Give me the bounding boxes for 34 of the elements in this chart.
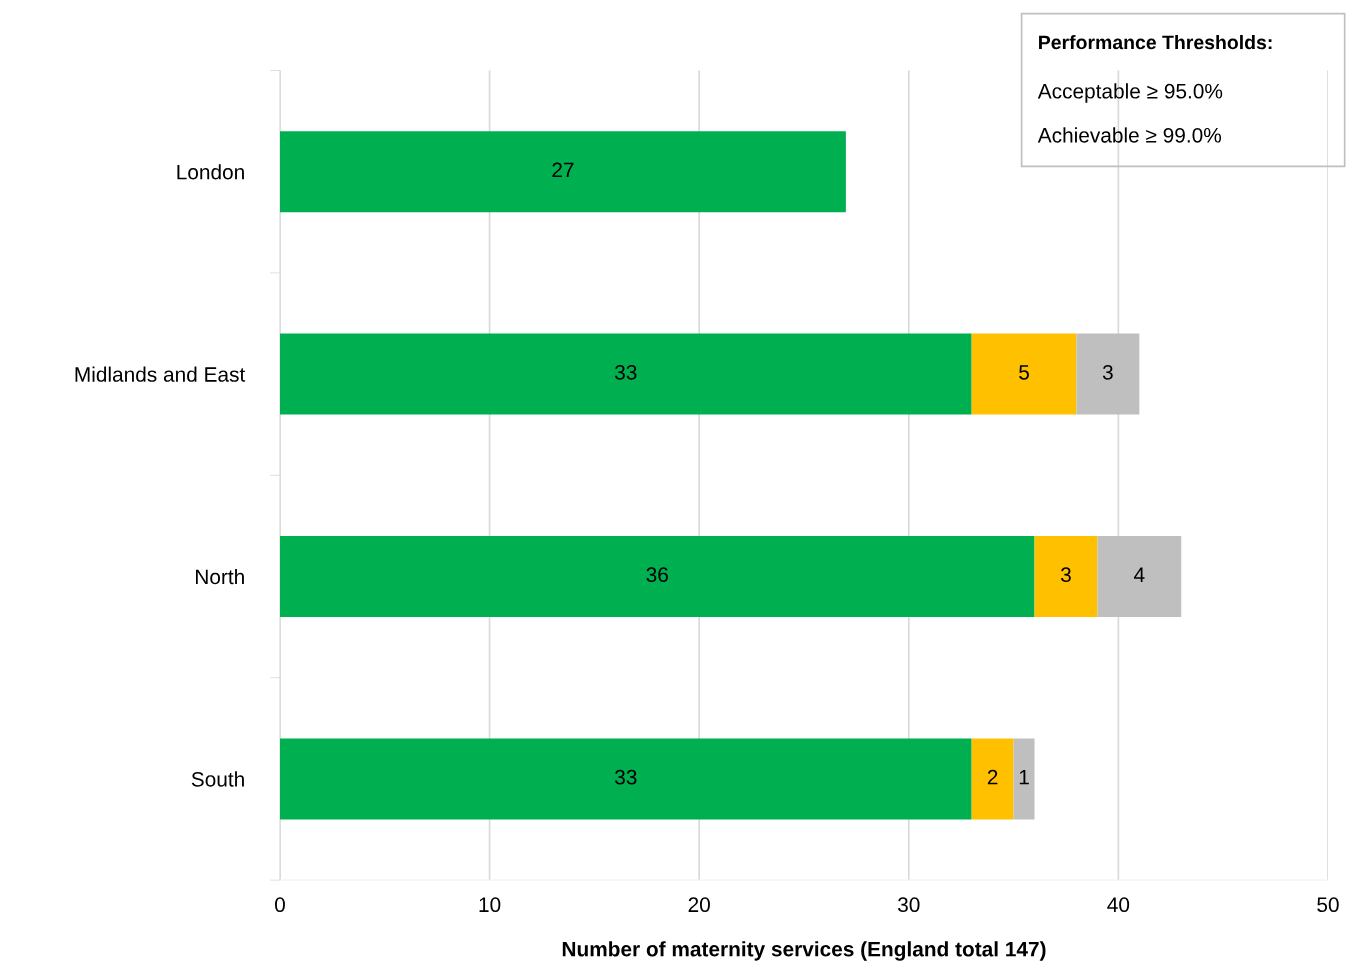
- bar: [971, 333, 1077, 415]
- data-label: 36: [646, 567, 668, 583]
- annotation: Acceptable ≥ 95.0%: [1037, 83, 1223, 103]
- x-tick-label: 0: [274, 897, 285, 913]
- data-label: 2: [987, 769, 998, 785]
- y-tick-label: North: [196, 568, 244, 585]
- bar: [1034, 536, 1098, 617]
- data-label: 4: [1134, 567, 1145, 582]
- data-label: 33: [615, 364, 637, 380]
- bar: [1076, 333, 1140, 415]
- bar: [279, 333, 972, 415]
- bar: [971, 738, 1014, 820]
- x-tick-label: 10: [479, 897, 501, 913]
- bar: [279, 131, 846, 213]
- bar: [279, 738, 972, 820]
- data-label: 5: [1019, 365, 1029, 380]
- y-tick-label: London: [177, 164, 244, 180]
- data-label: 27: [552, 162, 574, 178]
- x-tick-label: 40: [1107, 897, 1130, 913]
- y-tick-label: South: [191, 771, 244, 787]
- x-tick-label: 30: [897, 897, 920, 913]
- x-axis-title: Number of maternity services (England total 147): [562, 941, 1046, 961]
- annotation: Achievable ≥ 99.0%: [1037, 127, 1222, 143]
- data-label: 3: [1102, 364, 1113, 380]
- y-tick-label: Midlands and East: [75, 366, 246, 382]
- x-tick-label: 20: [688, 897, 710, 913]
- text: Performance Thresholds:: [1039, 34, 1272, 50]
- x-tick-label: 50: [1317, 897, 1339, 913]
- data-label: 3: [1060, 567, 1071, 583]
- bar: [279, 536, 1035, 617]
- bar: [1097, 536, 1182, 617]
- data-label: 1: [1019, 769, 1029, 785]
- data-label: 33: [615, 769, 637, 785]
- bar: [1013, 738, 1035, 820]
